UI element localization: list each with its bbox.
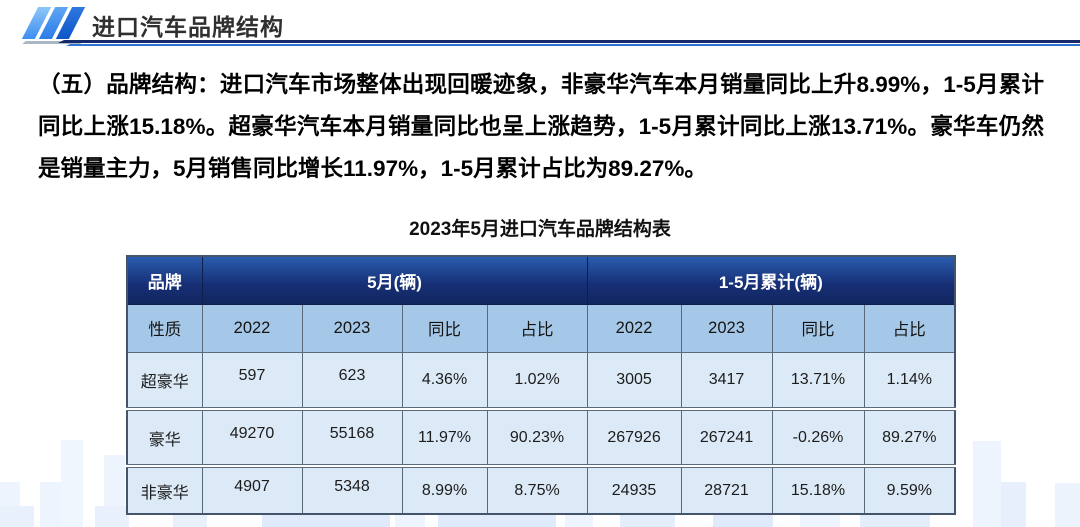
table-title: 2023年5月进口汽车品牌结构表 (409, 219, 671, 240)
subheader-cell: 同比 (771, 303, 865, 353)
table-cell: 11.97% (401, 407, 488, 467)
brand-structure-table: 品牌 5月(辆) 1-5月累计(辆) 性质 2022 2023 同比 占比 20… (126, 255, 957, 515)
subheader-cell: 占比 (863, 303, 956, 353)
decor-bar (1055, 483, 1080, 527)
table-cell: 4907 (201, 464, 303, 515)
table-cell: 28721 (680, 464, 773, 515)
table-cell: 267926 (586, 407, 682, 467)
table-cell: 24935 (586, 464, 682, 515)
table-cell: 49270 (201, 407, 303, 467)
decor-bar (0, 506, 34, 527)
table-row-luxury: 豪华 49270 55168 11.97% 90.23% 267926 2672… (126, 407, 956, 467)
table-cell: 4.36% (401, 351, 488, 410)
decor-bar (40, 482, 61, 527)
table-row-super-luxury: 超豪华 597 623 4.36% 1.02% 3005 3417 13.71%… (126, 351, 956, 410)
table-cell: 8.75% (486, 464, 588, 515)
subheader-cell: 同比 (401, 303, 488, 353)
logo-slashes-icon (21, 7, 86, 39)
table-cell: 89.27% (863, 407, 956, 467)
decor-bar (95, 506, 129, 527)
decor-bar (61, 440, 83, 527)
table-cell: 90.23% (486, 407, 588, 467)
brand-structure-table-wrap: 品牌 5月(辆) 1-5月累计(辆) 性质 2022 2023 同比 占比 20… (126, 255, 957, 515)
table-cell: 623 (301, 351, 403, 410)
row-label: 非豪华 (126, 464, 203, 515)
table-cell: 55168 (301, 407, 403, 467)
decor-bar (973, 441, 1001, 527)
subheader-cell: 2022 (586, 303, 682, 353)
subheader-cell: 2023 (680, 303, 773, 353)
summary-paragraph: （五）品牌结构：进口汽车市场整体出现回暖迹象，非豪华汽车本月销量同比上升8.99… (38, 72, 1044, 181)
subheader-cell: 占比 (486, 303, 588, 353)
table-cell: 3417 (680, 351, 773, 410)
table-cell: 1.14% (863, 351, 956, 410)
table-cell: 8.99% (401, 464, 488, 515)
table-cell: 597 (201, 351, 303, 410)
subheader-cell: 2022 (201, 303, 303, 353)
table-cell: 5348 (301, 464, 403, 515)
row-label: 超豪华 (126, 351, 203, 410)
header-brand: 品牌 (126, 255, 203, 305)
table-cell: 9.59% (863, 464, 956, 515)
header-cumulative-group: 1-5月累计(辆) (586, 255, 956, 305)
header-rule-navy (58, 40, 1080, 43)
table-row-non-luxury: 非豪华 4907 5348 8.99% 8.75% 24935 28721 15… (126, 464, 956, 515)
table-cell: 13.71% (771, 351, 865, 410)
table-cell: 1.02% (486, 351, 588, 410)
row-label: 豪华 (126, 407, 203, 467)
table-cell: 267241 (680, 407, 773, 467)
header: 进口汽车品牌结构 (0, 0, 1080, 50)
table-header-group-row: 品牌 5月(辆) 1-5月累计(辆) (126, 255, 956, 305)
table-cell: -0.26% (771, 407, 865, 467)
header-rule-blue (66, 44, 1080, 46)
page-title: 进口汽车品牌结构 (92, 14, 284, 40)
subheader-cell: 2023 (301, 303, 403, 353)
table-subheader-row: 性质 2022 2023 同比 占比 2022 2023 同比 占比 (126, 303, 956, 353)
header-may-group: 5月(辆) (201, 255, 588, 305)
subheader-cell: 性质 (126, 303, 203, 353)
table-cell: 3005 (586, 351, 682, 410)
table-cell: 15.18% (771, 464, 865, 515)
decor-bar (1001, 482, 1026, 527)
